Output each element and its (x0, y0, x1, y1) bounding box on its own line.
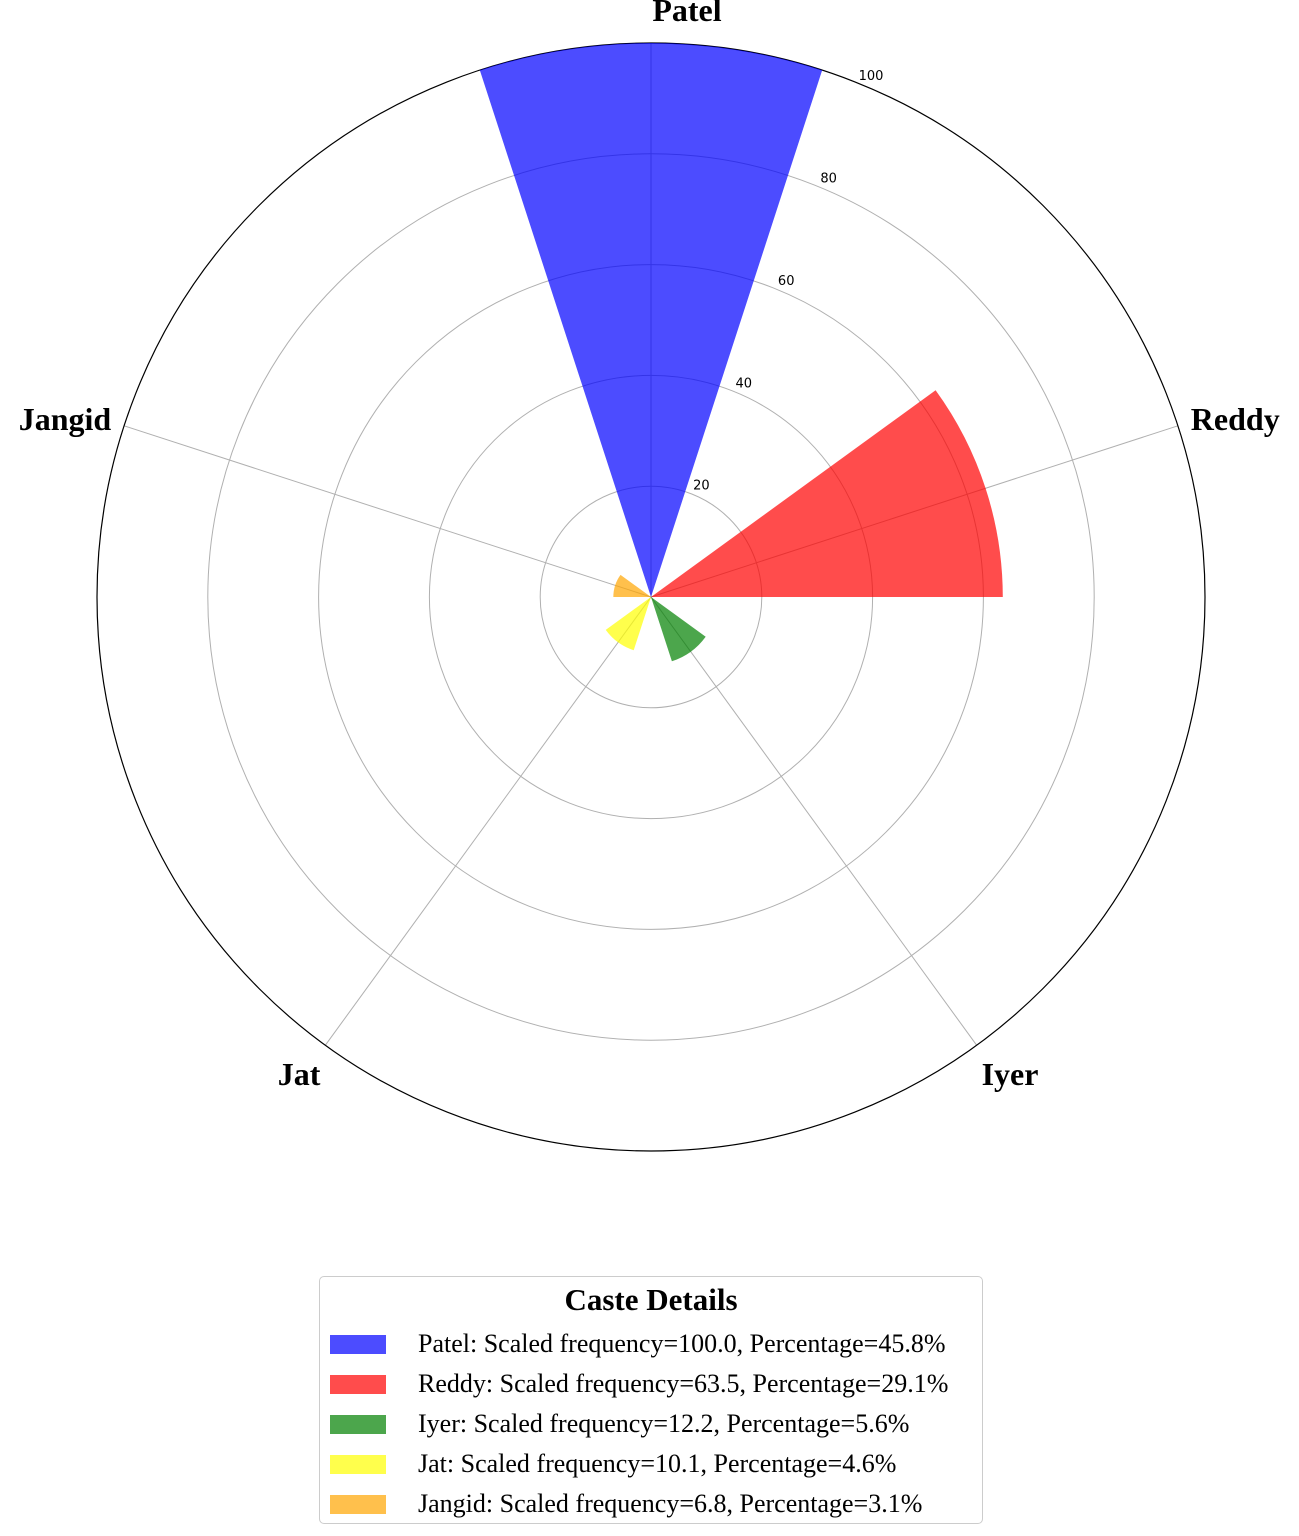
radial-tick-label-20: 20 (693, 479, 710, 494)
legend-item-iyer: Iyer: Scaled frequency=12.2, Percentage=… (330, 1404, 948, 1444)
polar-frame (96, 42, 1206, 1152)
legend-swatch-reddy (330, 1374, 386, 1394)
legend-label-jangid: Jangid: Scaled frequency=6.8, Percentage… (418, 1489, 923, 1518)
legend-item-patel: Patel: Scaled frequency=100.0, Percentag… (330, 1324, 948, 1364)
radial-tick-label-80: 80 (820, 172, 837, 187)
legend-title: Caste Details (564, 1282, 738, 1317)
category-labels: Patel Reddy Iyer Jat Jangid (19, 0, 1280, 1092)
category-label-jangid: Jangid (19, 401, 112, 437)
radial-tick-label-40: 40 (736, 376, 753, 391)
angular-gridline-jangid (123, 425, 652, 598)
legend-items: Patel: Scaled frequency=100.0, Percentag… (330, 1324, 948, 1524)
legend-swatch-iyer (330, 1414, 386, 1434)
legend-label-iyer: Iyer: Scaled frequency=12.2, Percentage=… (418, 1409, 910, 1438)
radial-tick-labels: 20 40 60 80 100 (693, 69, 883, 493)
legend-label-reddy: Reddy: Scaled frequency=63.5, Percentage… (418, 1369, 949, 1398)
radial-tick-label-60: 60 (778, 274, 795, 289)
legend-item-jat: Jat: Scaled frequency=10.1, Percentage=4… (330, 1444, 948, 1484)
legend-item-reddy: Reddy: Scaled frequency=63.5, Percentage… (330, 1364, 948, 1404)
legend-swatch-jat (330, 1454, 386, 1474)
radial-tick-label-100: 100 (859, 69, 884, 84)
polar-bar-chart: 20 40 60 80 100 Patel Reddy Iyer Jat Jangid (19, 0, 1280, 1152)
legend-swatch-patel (330, 1334, 386, 1354)
bar-reddy (651, 390, 1003, 597)
category-label-reddy: Reddy (1191, 401, 1280, 437)
polar-bars (479, 43, 1003, 662)
legend: Caste Details Patel: Scaled frequency=10… (319, 1276, 983, 1524)
bar-jangid (613, 574, 651, 597)
angular-gridline-jat (324, 596, 652, 1046)
category-label-jat: Jat (278, 1056, 321, 1092)
legend-swatch-jangid (330, 1494, 386, 1514)
bar-jat (605, 597, 651, 651)
angular-gridline-iyer (650, 596, 978, 1046)
legend-label-patel: Patel: Scaled frequency=100.0, Percentag… (418, 1329, 946, 1358)
bar-iyer (651, 597, 706, 662)
category-label-patel: Patel (652, 0, 721, 28)
legend-item-jangid: Jangid: Scaled frequency=6.8, Percentage… (330, 1484, 948, 1524)
category-label-iyer: Iyer (982, 1056, 1039, 1092)
bar-patel (479, 43, 823, 598)
legend-label-jat: Jat: Scaled frequency=10.1, Percentage=4… (418, 1449, 897, 1478)
